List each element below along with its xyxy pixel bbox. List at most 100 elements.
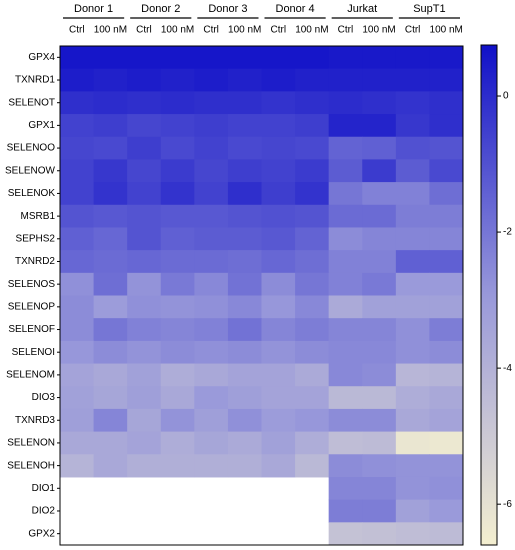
heat-cell [429, 522, 464, 546]
heat-cell [261, 68, 296, 92]
heat-cell [194, 91, 229, 115]
column-label: 100 nM [295, 25, 328, 36]
heat-cell [194, 182, 229, 206]
heat-cell [395, 476, 430, 501]
heat-cell [429, 250, 464, 274]
heat-cell [160, 340, 195, 365]
heat-cell [395, 204, 430, 228]
heat-cell [60, 295, 95, 319]
heat-cell [93, 114, 128, 138]
heat-cell [362, 46, 397, 70]
heat-cell [295, 408, 330, 433]
heat-cell [328, 159, 363, 183]
heat-cell [194, 227, 229, 251]
row-label: SELENOF [8, 324, 55, 335]
heat-cell [227, 159, 262, 183]
heat-cell [227, 408, 262, 433]
heat-cell [60, 386, 95, 410]
heat-cell [227, 340, 262, 365]
heat-cell [227, 114, 262, 138]
heat-cell [261, 431, 296, 455]
heat-cell [362, 476, 397, 501]
row-label: SELENOT [8, 97, 55, 108]
heat-cell [295, 250, 330, 274]
heat-cell [429, 46, 464, 70]
heat-cell [194, 408, 229, 433]
heat-cell [93, 431, 128, 455]
row-label: GPX4 [28, 52, 55, 63]
heat-cell [261, 386, 296, 410]
heat-cell [261, 340, 296, 365]
heat-cell [395, 182, 430, 206]
heat-cell [429, 431, 464, 455]
heat-cell [60, 114, 95, 138]
heat-cell [328, 363, 363, 387]
heat-cell [93, 159, 128, 183]
heat-cell [429, 204, 464, 228]
heat-cell [362, 454, 397, 478]
heat-cell [295, 91, 330, 115]
heat-cell [60, 46, 95, 70]
heat-cell [60, 272, 95, 296]
column-label: Ctrl [136, 25, 152, 36]
heat-cell [395, 68, 430, 92]
heat-cell [93, 91, 128, 115]
heat-cell [328, 91, 363, 115]
heat-cell [194, 386, 229, 410]
heat-cell [194, 250, 229, 274]
heat-cell [127, 431, 162, 455]
heat-cell [194, 454, 229, 478]
heat-cell [328, 295, 363, 319]
group-label: Donor 4 [276, 3, 315, 15]
heat-cell [160, 91, 195, 115]
heat-cell [227, 386, 262, 410]
heat-cell [194, 68, 229, 92]
heat-cell [160, 431, 195, 455]
heat-cell [160, 408, 195, 433]
heat-cell [93, 227, 128, 251]
heat-cell [261, 136, 296, 160]
heat-cell [328, 227, 363, 251]
heat-cell [295, 46, 330, 70]
heat-cell [160, 182, 195, 206]
heat-cell [395, 227, 430, 251]
heat-cell [328, 408, 363, 433]
heat-cell [93, 250, 128, 274]
heat-cell [93, 46, 128, 70]
heat-cell [395, 250, 430, 274]
heat-cell [93, 204, 128, 228]
heat-cell [194, 114, 229, 138]
heat-cell [362, 408, 397, 433]
heat-cell [328, 386, 363, 410]
row-label: SELENOO [7, 143, 56, 154]
heat-cell [362, 295, 397, 319]
heat-cell [127, 318, 162, 342]
column-label: 100 nM [94, 25, 127, 36]
heat-cell [295, 363, 330, 387]
heat-cell [395, 363, 430, 387]
heat-cell [60, 363, 95, 387]
heat-cell [60, 227, 95, 251]
heat-cell [93, 295, 128, 319]
heat-cell [127, 454, 162, 478]
heat-cell [295, 136, 330, 160]
heat-cell [194, 46, 229, 70]
heat-cell [127, 227, 162, 251]
row-label: SEPHS2 [16, 233, 56, 244]
column-label: Ctrl [69, 25, 85, 36]
heat-cell [295, 159, 330, 183]
colorbar-tick-label: -4 [503, 363, 512, 374]
heat-cell [328, 272, 363, 296]
heat-cell [227, 363, 262, 387]
heat-cell [127, 272, 162, 296]
heat-cell [328, 340, 363, 365]
heat-cell [194, 295, 229, 319]
heat-cell [295, 272, 330, 296]
row-label: DIO3 [32, 392, 56, 403]
row-label: SELENOH [7, 460, 55, 471]
heat-cell [127, 363, 162, 387]
heat-cell [60, 431, 95, 455]
heat-cell [93, 454, 128, 478]
heat-cell [328, 318, 363, 342]
heat-cell [127, 250, 162, 274]
